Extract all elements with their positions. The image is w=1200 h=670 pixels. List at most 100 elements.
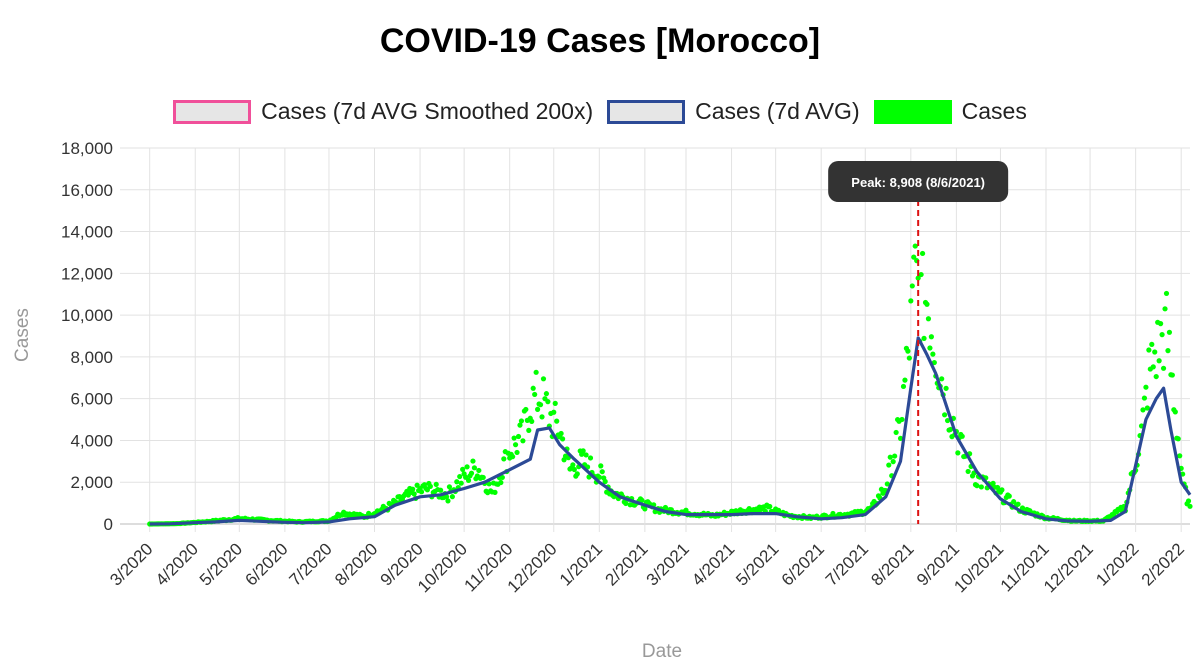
cases-point — [890, 459, 896, 465]
x-tick-label: 1/2022 — [1092, 539, 1142, 589]
cases-point — [943, 385, 949, 391]
cases-point — [411, 491, 417, 497]
cases-point — [587, 455, 594, 461]
cases-point — [911, 254, 917, 260]
peak-annotation: Peak: 8,908 (8/6/2021) — [828, 161, 1009, 524]
legend-item-cases[interactable]: Cases — [873, 98, 1027, 125]
cases-point — [602, 478, 608, 485]
cases-point — [925, 316, 932, 322]
cases-point — [476, 467, 482, 474]
cases-point — [559, 436, 566, 442]
cases-point — [893, 429, 899, 436]
legend-swatch-smoothed — [173, 99, 252, 124]
cases-point — [1143, 384, 1149, 390]
cases-point — [464, 464, 470, 470]
cases-point — [1185, 498, 1192, 504]
cases-point — [465, 477, 472, 483]
x-tick-label: 2/2022 — [1138, 539, 1188, 589]
cases-point — [514, 449, 520, 456]
cases-point — [978, 484, 984, 490]
cases-point — [899, 416, 905, 423]
cases-point — [438, 487, 444, 493]
legend-swatch-cases — [873, 99, 952, 124]
cases-point — [1162, 306, 1168, 312]
y-tick-label: 14,000 — [61, 223, 113, 242]
cases-point — [460, 466, 466, 472]
x-tick-label: 10/2021 — [950, 539, 1007, 596]
peak-tooltip-label: Peak: 8,908 (8/6/2021) — [851, 175, 985, 190]
cases-point — [518, 418, 525, 424]
cases-point — [924, 301, 930, 307]
x-tick-label: 7/2020 — [286, 539, 336, 589]
cases-points — [147, 243, 1193, 527]
cases-point — [492, 489, 498, 495]
y-axis-title: Cases — [12, 308, 33, 362]
cases-point — [931, 359, 937, 366]
cases-point — [433, 481, 439, 487]
cases-point — [921, 335, 927, 341]
cases-point — [498, 479, 504, 486]
cases-point — [443, 494, 450, 500]
cases-point — [1175, 436, 1181, 442]
cases-point — [1158, 321, 1164, 327]
cases-point — [526, 427, 532, 433]
cases-point — [1006, 493, 1012, 499]
x-tick-label: 4/2020 — [152, 539, 202, 589]
y-tick-label: 4,000 — [70, 431, 113, 450]
cases-point — [510, 454, 516, 460]
cases-point — [1156, 358, 1162, 364]
cases-point — [909, 283, 915, 289]
x-tick-label: 3/2021 — [643, 539, 693, 589]
x-axis: 3/20204/20205/20206/20207/20208/20209/20… — [106, 539, 1188, 596]
cases-point — [537, 402, 544, 408]
cases-point — [457, 473, 463, 480]
legend-label-cases: Cases — [961, 98, 1027, 124]
cases-point — [449, 494, 455, 500]
y-tick-label: 16,000 — [61, 181, 113, 200]
y-tick-label: 2,000 — [70, 473, 113, 492]
cases-point — [974, 483, 980, 489]
legend-label-7d-avg: Cases (7d AVG) — [695, 98, 860, 124]
cases-point — [530, 385, 536, 391]
cases-point — [905, 348, 911, 354]
cases-point — [928, 334, 934, 340]
cases-point — [1149, 341, 1155, 347]
cases-point — [558, 430, 564, 437]
cases-point — [554, 418, 560, 424]
cases-point — [642, 506, 648, 512]
cases-point — [1165, 348, 1171, 354]
cases-point — [599, 469, 605, 475]
cases-point — [571, 466, 577, 473]
cases-point — [906, 355, 912, 361]
cases-point — [1146, 347, 1152, 353]
cases-point — [501, 456, 507, 462]
legend-item-7d-avg[interactable]: Cases (7d AVG) — [607, 98, 860, 125]
cases-point — [1166, 329, 1173, 335]
cases-point — [767, 503, 773, 510]
cases-point — [999, 487, 1005, 493]
peak-tooltip-box — [828, 161, 1009, 202]
cases-point — [418, 489, 425, 495]
cases-point — [944, 417, 951, 424]
cases-point — [598, 463, 604, 469]
cases-point — [535, 406, 541, 412]
cases-point — [1150, 364, 1156, 370]
cases-point — [529, 418, 535, 424]
cases-point — [580, 448, 586, 454]
cases-point — [939, 376, 945, 382]
cases-point — [1169, 372, 1175, 378]
cases-point — [570, 462, 576, 468]
legend-item-smoothed[interactable]: Cases (7d AVG Smoothed 200x) — [173, 98, 593, 125]
chart-title: COVID-19 Cases [Morocco] — [379, 22, 821, 60]
cases-point — [1153, 373, 1159, 380]
cases-point — [1019, 505, 1026, 511]
cases-point — [446, 484, 453, 490]
y-tick-label: 0 — [104, 515, 113, 534]
cases-point — [1015, 501, 1021, 507]
cases-point — [965, 468, 971, 475]
cases-point — [1163, 290, 1170, 297]
cases-point — [583, 452, 589, 458]
y-tick-label: 6,000 — [70, 390, 113, 409]
cases-point — [532, 391, 538, 398]
